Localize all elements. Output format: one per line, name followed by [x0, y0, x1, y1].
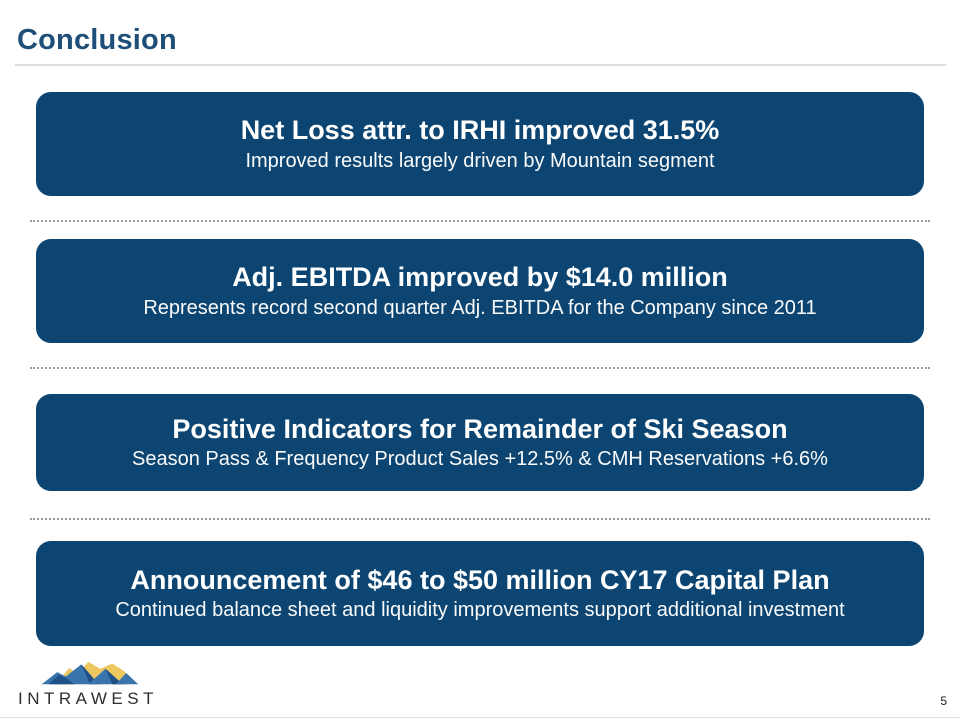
conclusion-banner-net-loss: Net Loss attr. to IRHI improved 31.5% Im… [36, 92, 924, 196]
banner-heading: Net Loss attr. to IRHI improved 31.5% [240, 115, 720, 146]
conclusion-banner-ebitda: Adj. EBITDA improved by $14.0 million Re… [36, 239, 924, 343]
conclusion-banner-capital-plan: Announcement of $46 to $50 million CY17 … [36, 541, 924, 646]
conclusion-banner-ski-season: Positive Indicators for Remainder of Ski… [36, 394, 924, 491]
logo-wordmark: INTRAWEST [18, 689, 158, 708]
banner-heading: Positive Indicators for Remainder of Ski… [172, 413, 788, 444]
dotted-separator [30, 518, 930, 520]
dotted-separator [30, 367, 930, 369]
title-underline [15, 64, 946, 66]
mountain-logo-icon [41, 661, 139, 685]
dotted-separator [30, 220, 930, 222]
banner-heading: Adj. EBITDA improved by $14.0 million [232, 262, 728, 293]
footer-rule [0, 717, 960, 718]
banner-subtext: Represents record second quarter Adj. EB… [143, 296, 817, 319]
banner-subtext: Season Pass & Frequency Product Sales +1… [132, 448, 828, 471]
banner-subtext: Improved results largely driven by Mount… [245, 149, 715, 172]
banner-heading: Announcement of $46 to $50 million CY17 … [130, 564, 830, 595]
page-title: Conclusion [17, 24, 177, 56]
intrawest-logo: INTRAWEST [18, 658, 178, 709]
banner-subtext: Continued balance sheet and liquidity im… [115, 599, 845, 622]
page-number: 5 [940, 694, 947, 708]
